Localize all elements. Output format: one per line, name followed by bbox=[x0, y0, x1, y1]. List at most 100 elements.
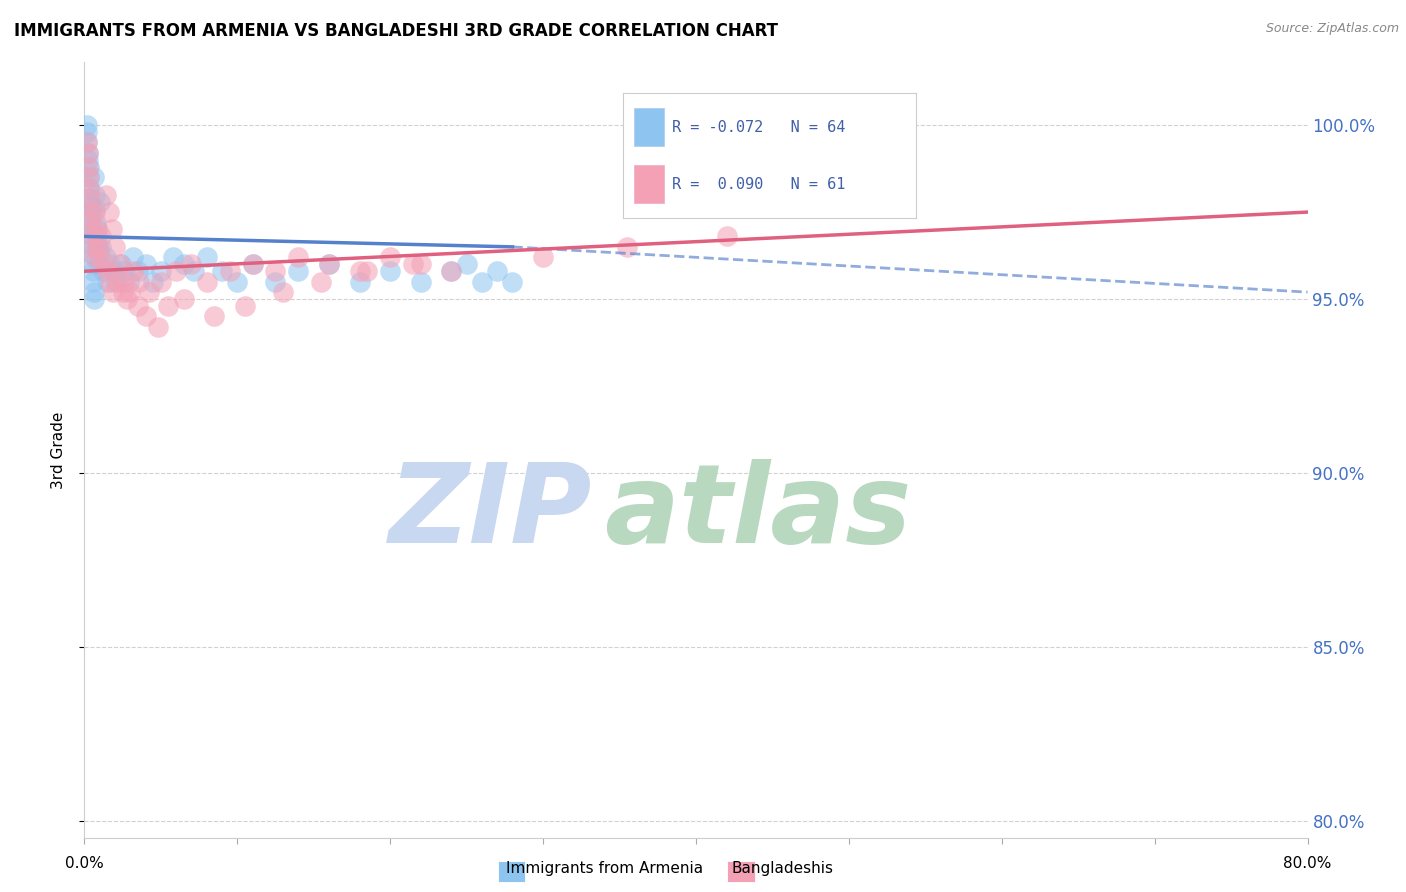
Point bbox=[77, 180, 100, 194]
Point bbox=[80, 222, 103, 236]
Text: Bangladeshis: Bangladeshis bbox=[731, 861, 834, 876]
Point bbox=[103, 264, 125, 278]
Point bbox=[128, 275, 150, 289]
Point bbox=[165, 264, 187, 278]
Point bbox=[402, 257, 425, 271]
Point bbox=[80, 240, 103, 254]
Point bbox=[149, 275, 172, 289]
Point bbox=[77, 170, 100, 185]
Point bbox=[264, 275, 287, 289]
Point bbox=[83, 240, 105, 254]
Point bbox=[440, 264, 463, 278]
Point bbox=[94, 250, 117, 264]
Point bbox=[531, 250, 554, 264]
Point bbox=[115, 292, 138, 306]
Point bbox=[105, 275, 128, 289]
Point bbox=[183, 264, 205, 278]
Text: atlas: atlas bbox=[605, 459, 911, 566]
Point bbox=[104, 240, 127, 254]
Point bbox=[91, 264, 114, 278]
Point bbox=[138, 285, 160, 299]
Point bbox=[87, 240, 110, 254]
Point bbox=[242, 257, 264, 271]
Point bbox=[83, 292, 105, 306]
Point bbox=[77, 153, 100, 167]
Point bbox=[173, 257, 195, 271]
Point bbox=[107, 275, 129, 289]
Text: Immigrants from Armenia: Immigrants from Armenia bbox=[506, 861, 703, 876]
Point bbox=[157, 299, 180, 313]
Point bbox=[87, 240, 110, 254]
Y-axis label: 3rd Grade: 3rd Grade bbox=[51, 412, 66, 489]
Point bbox=[233, 299, 256, 313]
Point bbox=[135, 257, 157, 271]
Point bbox=[76, 145, 98, 160]
Point bbox=[76, 125, 98, 139]
Point bbox=[173, 292, 195, 306]
Point bbox=[195, 250, 218, 264]
Point bbox=[83, 285, 105, 299]
Point bbox=[96, 264, 118, 278]
Point bbox=[97, 205, 120, 219]
Point bbox=[118, 275, 141, 289]
Point bbox=[98, 275, 121, 289]
Point bbox=[79, 198, 101, 212]
Point bbox=[112, 264, 135, 278]
Point bbox=[77, 160, 100, 174]
Point bbox=[311, 275, 333, 289]
Point bbox=[287, 264, 309, 278]
Point bbox=[84, 202, 107, 216]
Point bbox=[486, 264, 509, 278]
Point bbox=[356, 264, 378, 278]
Point bbox=[318, 257, 340, 271]
Text: ZIP: ZIP bbox=[388, 459, 592, 566]
Point bbox=[264, 264, 287, 278]
Point bbox=[82, 264, 104, 278]
Text: Source: ZipAtlas.com: Source: ZipAtlas.com bbox=[1265, 22, 1399, 36]
Point bbox=[76, 136, 98, 150]
Point bbox=[79, 205, 101, 219]
Point bbox=[616, 240, 638, 254]
Point bbox=[80, 229, 103, 244]
Point bbox=[101, 222, 124, 236]
Point bbox=[211, 264, 233, 278]
Point bbox=[77, 180, 100, 194]
Point bbox=[242, 257, 264, 271]
Point bbox=[98, 257, 121, 271]
Point bbox=[76, 136, 98, 150]
Point bbox=[94, 187, 117, 202]
Point bbox=[86, 229, 108, 244]
Point bbox=[89, 194, 111, 209]
Point bbox=[82, 275, 104, 289]
Point bbox=[86, 222, 108, 236]
Point bbox=[111, 285, 134, 299]
Point bbox=[103, 285, 125, 299]
Point bbox=[716, 229, 738, 244]
Point bbox=[502, 275, 524, 289]
Point bbox=[76, 118, 98, 132]
Point bbox=[380, 250, 402, 264]
Point bbox=[409, 275, 432, 289]
Point bbox=[83, 250, 105, 264]
Point bbox=[195, 275, 218, 289]
Point bbox=[83, 170, 105, 185]
Point bbox=[82, 257, 104, 271]
Point bbox=[218, 264, 240, 278]
Point bbox=[84, 187, 107, 202]
Point bbox=[409, 257, 432, 271]
Point bbox=[86, 240, 108, 254]
Point bbox=[89, 250, 111, 264]
Point bbox=[380, 264, 402, 278]
Text: 0.0%: 0.0% bbox=[65, 856, 104, 871]
Point bbox=[90, 240, 112, 254]
Point bbox=[127, 299, 149, 313]
Text: 80.0%: 80.0% bbox=[1284, 856, 1331, 871]
Point bbox=[127, 264, 149, 278]
Point bbox=[82, 229, 104, 244]
Point bbox=[80, 212, 103, 227]
Point bbox=[226, 275, 249, 289]
Point bbox=[349, 264, 371, 278]
Point bbox=[122, 264, 145, 278]
Point bbox=[349, 275, 371, 289]
Point bbox=[76, 145, 98, 160]
